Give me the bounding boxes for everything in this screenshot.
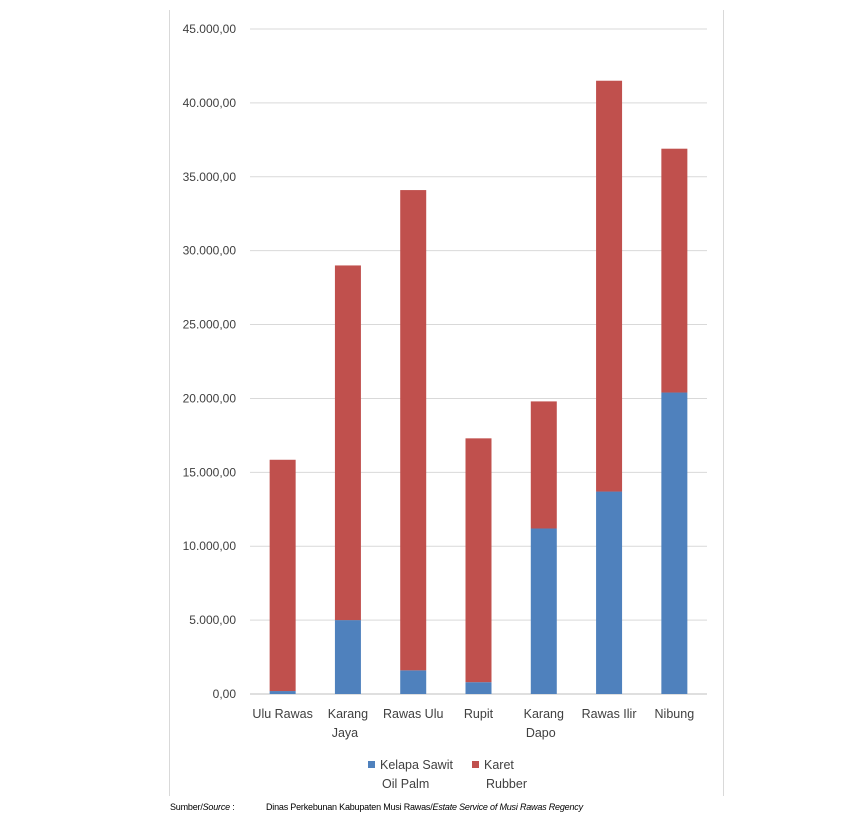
gridlines (250, 28, 707, 695)
source-note: Sumber/Source : Dinas Perkebunan Kabupate… (170, 802, 583, 812)
x-tick-label: Jaya (332, 726, 358, 740)
y-tick-label: 20.000,00 (183, 391, 237, 405)
legend-swatch (472, 761, 479, 768)
x-tick-label: Rupit (464, 707, 494, 721)
x-tick-label: Karang (524, 707, 564, 721)
legend-label-english: Oil Palm (382, 777, 429, 791)
x-tick-label: Rawas Ilir (582, 707, 637, 721)
y-tick-label: 10.000,00 (183, 539, 237, 553)
bar-kelapa-sawit (661, 392, 688, 694)
bars (269, 80, 688, 694)
bar-karet (530, 401, 557, 529)
y-tick-label: 15.000,00 (183, 465, 237, 479)
bar-karet (269, 459, 296, 692)
x-axis-labels: Ulu Rawas Karang Jaya Rawas Ulu Rupit Karang D… (252, 707, 694, 740)
source-text: Dinas Perkebunan Kabupaten Musi Rawas/ (266, 802, 433, 812)
bar-kelapa-sawit (465, 682, 492, 694)
y-tick-label: 35.000,00 (183, 170, 237, 184)
x-tick-label: Dapo (526, 726, 556, 740)
x-tick-label: Nibung (655, 707, 695, 721)
legend-swatch (368, 761, 375, 768)
bar-karet (465, 438, 492, 683)
legend-label: Kelapa Sawit (380, 758, 453, 772)
bar-kelapa-sawit (269, 691, 296, 694)
y-tick-label: 25.000,00 (183, 318, 237, 332)
stacked-bar-chart: 0,00 5.000,00 10.000,00 15.000,00 20.000,00 2… (183, 22, 707, 791)
x-tick-label: Karang (328, 707, 368, 721)
bar-kelapa-sawit (530, 528, 557, 694)
y-tick-label: 45.000,00 (183, 22, 237, 36)
chart-frame: 0,00 5.000,00 10.000,00 15.000,00 20.000,00 2… (169, 10, 724, 796)
bar-karet (400, 190, 427, 671)
bar-kelapa-sawit (400, 670, 427, 694)
legend-label-english: Rubber (486, 777, 527, 791)
bar-karet (661, 148, 688, 393)
y-tick-label: 40.000,00 (183, 96, 237, 110)
bar-kelapa-sawit (334, 620, 361, 694)
x-tick-label: Ulu Rawas (252, 707, 312, 721)
source-text-english: Estate Service of Musi Rawas Regency (432, 802, 584, 812)
bar-kelapa-sawit (596, 491, 623, 694)
bar-karet (596, 80, 623, 492)
y-tick-label: 30.000,00 (183, 244, 237, 258)
bar-karet (334, 265, 361, 621)
legend-label: Karet (484, 758, 514, 772)
y-axis-ticks: 0,00 5.000,00 10.000,00 15.000,00 20.000,00 2… (183, 22, 237, 701)
y-tick-label: 5.000,00 (189, 613, 236, 627)
y-tick-label: 0,00 (213, 687, 237, 701)
legend: Kelapa Sawit Oil Palm Karet Rubber (368, 758, 527, 791)
x-tick-label: Rawas Ulu (383, 707, 443, 721)
source-label: Sumber/Source : (170, 802, 235, 812)
